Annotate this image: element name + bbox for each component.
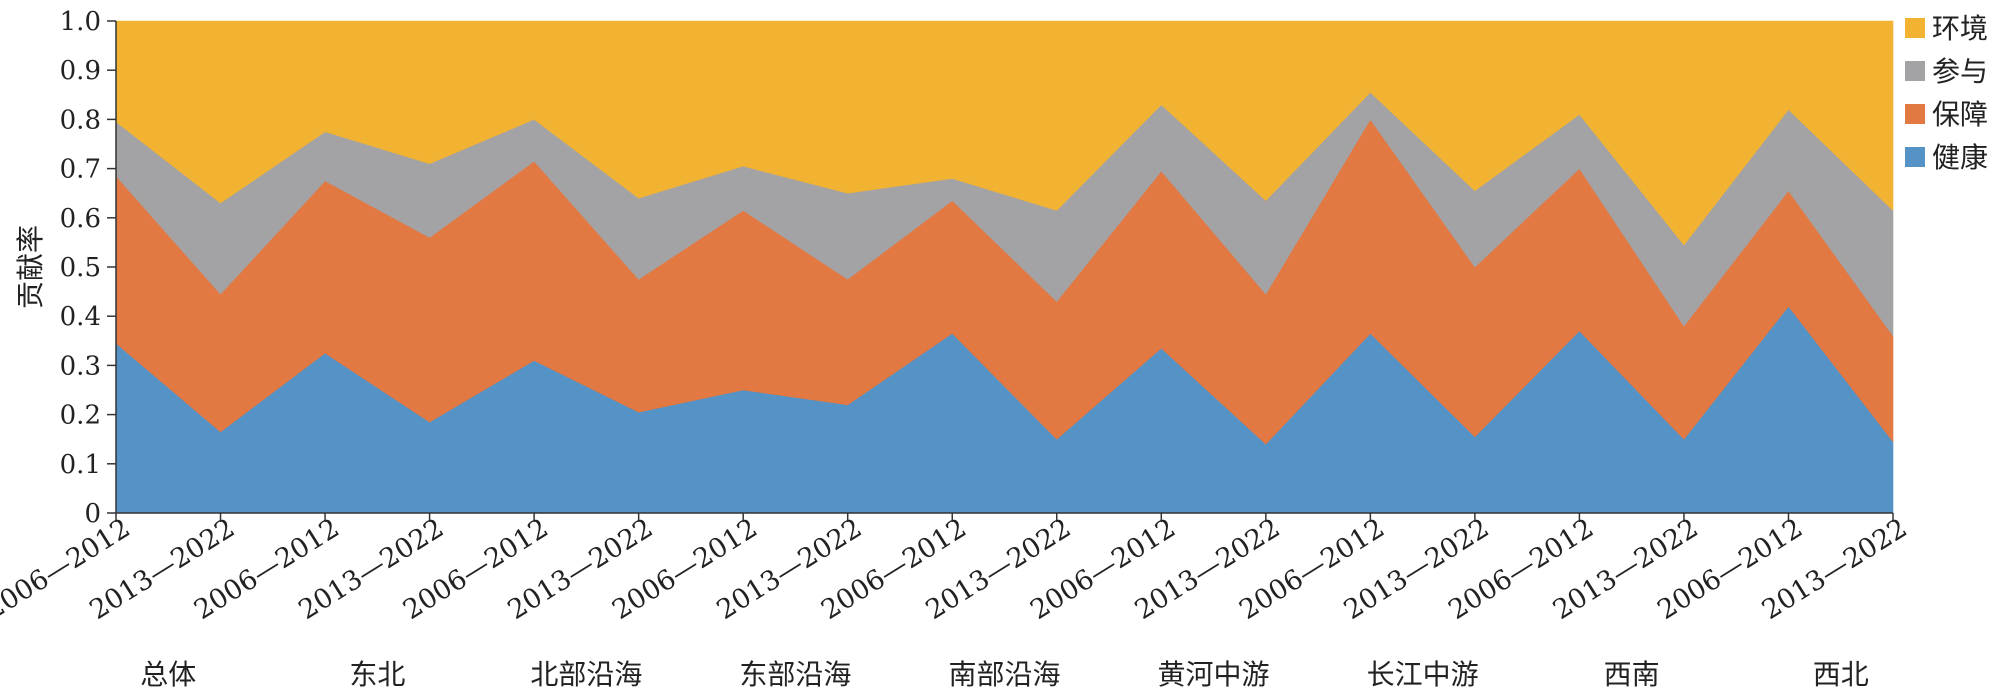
legend-swatch — [1905, 61, 1925, 81]
region-labels: 总体 东北 北部沿海 东部沿海 南部沿海 黄河中游 长江中游 西南 西北 — [140, 658, 1868, 691]
legend-label: 环境 — [1932, 12, 1988, 45]
y-tick-label: 0.3 — [60, 351, 101, 381]
y-tick-label: 0.5 — [60, 253, 101, 283]
area-环境 — [115, 20, 1894, 246]
y-tick-label: 0 — [84, 499, 101, 529]
region-label: 北部沿海 — [530, 658, 642, 691]
legend-label: 保障 — [1932, 98, 1988, 131]
y-axis-ticks: 0 0.1 0.2 0.3 0.4 0.5 0.6 0.7 0.8 0.9 1.0 — [60, 7, 116, 529]
y-axis-title: 贡献率 — [14, 225, 47, 309]
area-layers — [115, 20, 1894, 514]
region-label: 黄河中游 — [1158, 658, 1270, 691]
y-tick-label: 1.0 — [60, 7, 101, 37]
region-label: 东部沿海 — [739, 658, 851, 691]
legend-label: 参与 — [1932, 55, 1988, 88]
x-axis-ticks: 2006—20122013—20222006—20122013—20222006… — [0, 513, 1913, 626]
y-tick-label: 0.8 — [60, 105, 101, 135]
legend-swatch — [1905, 147, 1925, 167]
y-tick-label: 0.9 — [60, 56, 101, 86]
y-tick-label: 0.6 — [60, 204, 101, 234]
y-tick-label: 0.4 — [60, 302, 101, 332]
region-label: 长江中游 — [1367, 658, 1479, 691]
y-tick-label: 0.1 — [60, 450, 101, 480]
region-label: 南部沿海 — [948, 658, 1060, 691]
region-label: 西南 — [1604, 658, 1660, 691]
legend-swatch — [1905, 104, 1925, 124]
region-label: 总体 — [140, 658, 196, 691]
legend-label: 健康 — [1932, 141, 1988, 174]
y-tick-label: 0.2 — [60, 401, 101, 431]
region-label: 西北 — [1813, 658, 1869, 691]
legend-swatch — [1905, 18, 1925, 38]
region-label: 东北 — [349, 658, 405, 691]
y-tick-label: 0.7 — [60, 155, 101, 185]
